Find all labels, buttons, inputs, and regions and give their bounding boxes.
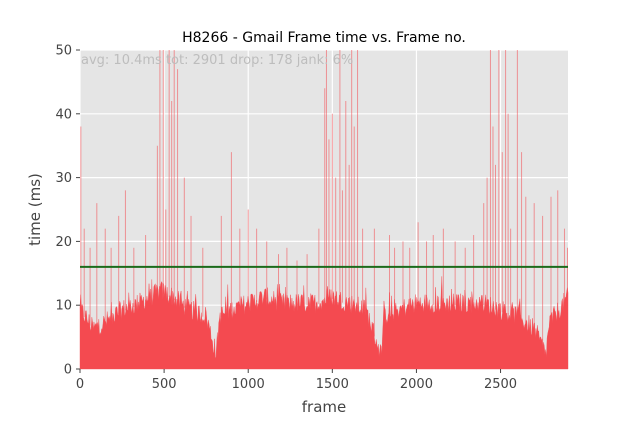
x-tick-label: 1000 (232, 377, 265, 392)
stats-annotation: avg: 10.4ms tot: 2901 drop: 178 jank: 6% (81, 53, 353, 68)
y-tick-label: 40 (55, 107, 72, 122)
x-tick-label: 2000 (400, 377, 433, 392)
y-tick-label: 10 (55, 299, 72, 314)
x-tick-label: 0 (76, 377, 84, 392)
y-tick-label: 20 (55, 235, 72, 250)
x-axis-ticks: 0 500 1000 1500 2000 2500 (76, 369, 517, 392)
x-axis-label: frame (302, 398, 346, 416)
y-tick-label: 50 (55, 44, 72, 59)
x-tick-label: 1500 (316, 377, 349, 392)
y-tick-label: 30 (55, 171, 72, 186)
y-tick-label: 0 (64, 363, 72, 378)
frame-time-spikes (80, 50, 568, 349)
y-axis-ticks: 0 10 20 30 40 50 (55, 44, 80, 378)
chart-title: H8266 - Gmail Frame time vs. Frame no. (182, 30, 466, 46)
plot-area: avg: 10.4ms tot: 2901 drop: 178 jank: 6% (79, 49, 569, 370)
x-tick-label: 500 (152, 377, 177, 392)
y-axis-label: time (ms) (26, 173, 44, 246)
x-tick-label: 2500 (484, 377, 517, 392)
